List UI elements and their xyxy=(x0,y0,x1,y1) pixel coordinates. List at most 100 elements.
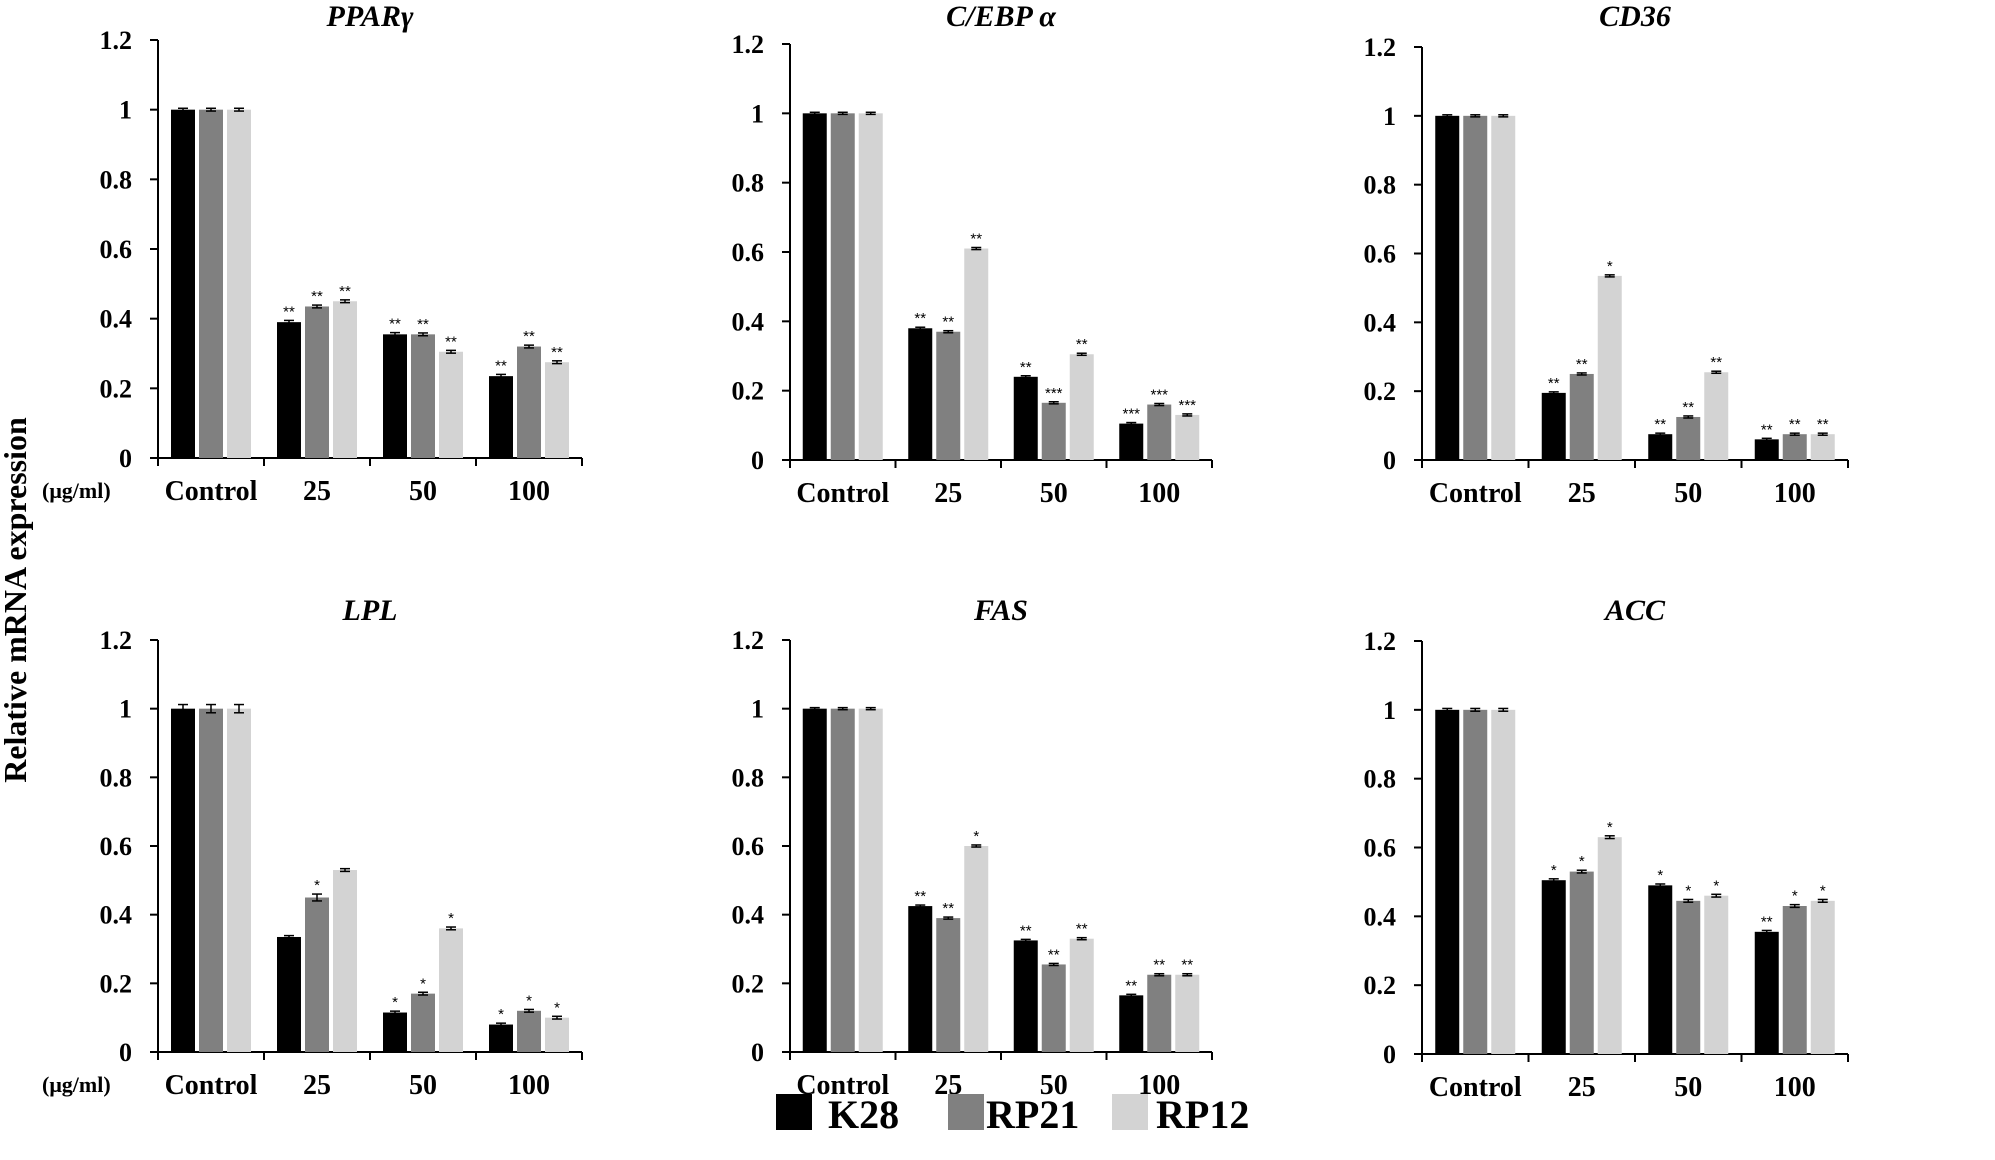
y-tick-label: 0.8 xyxy=(100,165,133,194)
y-tick-label: 0.6 xyxy=(100,832,133,861)
significance-label: ** xyxy=(1817,416,1829,433)
bar-rp21-100 xyxy=(1147,974,1172,1052)
y-tick-label: 0 xyxy=(1383,1040,1396,1069)
significance-label: ** xyxy=(914,888,926,905)
significance-label: ** xyxy=(1761,421,1773,438)
y-tick-label: 0.4 xyxy=(100,901,133,930)
bar-k28-50 xyxy=(1013,940,1038,1052)
y-tick-label: 0 xyxy=(751,1038,764,1067)
category-label: Control xyxy=(165,476,258,507)
significance-label: ** xyxy=(1682,399,1694,416)
significance-label: ** xyxy=(523,328,535,345)
significance-label: *** xyxy=(1122,406,1140,423)
y-tick-label: 0.4 xyxy=(100,305,133,334)
bar-k28-100 xyxy=(1754,439,1779,460)
significance-label: ** xyxy=(1761,913,1773,930)
bar-k28-25 xyxy=(277,322,301,458)
bar-rp12-control xyxy=(227,708,251,1052)
bar-rp12-25 xyxy=(964,248,989,460)
bar-rp12-25 xyxy=(333,870,357,1052)
category-label: 25 xyxy=(1568,1072,1596,1103)
significance-label: ** xyxy=(551,344,563,361)
bar-k28-25 xyxy=(908,328,933,460)
significance-label: ** xyxy=(942,314,954,331)
bar-k28-control xyxy=(802,708,827,1052)
significance-label: * xyxy=(392,994,398,1011)
bar-rp21-control xyxy=(1463,709,1488,1054)
significance-label: ** xyxy=(970,230,982,247)
bar-rp21-25 xyxy=(1569,871,1594,1054)
bar-k28-100 xyxy=(1754,931,1779,1054)
y-tick-label: 0.6 xyxy=(1364,834,1397,863)
bar-rp12-50 xyxy=(439,928,463,1052)
significance-label: ** xyxy=(445,333,457,350)
y-tick-label: 1 xyxy=(119,695,132,724)
chart-panel-1: PPARγ 0 0.2 0.4 0.6 0.8 1 1.2 Control 25 50 100 (μg/… xyxy=(42,0,583,507)
category-label: 50 xyxy=(1674,478,1702,509)
category-label: 50 xyxy=(409,1070,437,1101)
significance-label: ** xyxy=(1020,359,1032,376)
category-label: 25 xyxy=(1568,478,1596,509)
bar-rp12-50 xyxy=(1069,354,1094,460)
y-axis-label: Relative mRNA expression xyxy=(0,417,33,783)
significance-label: * xyxy=(1607,258,1613,275)
legend: K28 RP21 RP12 xyxy=(776,1092,1249,1137)
bar-k28-25 xyxy=(1541,880,1566,1054)
bar-rp12-25 xyxy=(964,846,989,1052)
y-tick-label: 0.8 xyxy=(1364,171,1397,200)
significance-label: ** xyxy=(339,283,351,300)
y-tick-label: 1.2 xyxy=(100,26,133,55)
chart-title: PPARγ xyxy=(326,0,414,33)
bar-rp21-100 xyxy=(1782,434,1807,460)
bar-rp21-50 xyxy=(1041,964,1066,1052)
bar-rp12-50 xyxy=(439,351,463,458)
bar-rp12-control xyxy=(1491,115,1516,460)
significance-label: ** xyxy=(942,900,954,917)
bar-k28-25 xyxy=(908,906,933,1052)
category-label: 100 xyxy=(1774,478,1816,509)
category-label: 50 xyxy=(409,476,437,507)
bar-rp21-50 xyxy=(1676,416,1701,460)
bar-rp12-control xyxy=(858,708,883,1052)
significance-label: ** xyxy=(1710,354,1722,371)
legend-swatch-rp21 xyxy=(948,1094,984,1130)
bar-k28-50 xyxy=(383,334,407,458)
bar-rp12-100 xyxy=(1810,900,1835,1054)
bar-rp12-control xyxy=(1491,709,1516,1054)
chart-title: CD36 xyxy=(1599,0,1671,33)
bar-rp12-100 xyxy=(545,362,569,458)
bar-rp21-50 xyxy=(1676,900,1701,1054)
y-tick-label: 1.2 xyxy=(732,626,765,655)
y-tick-label: 1.2 xyxy=(100,626,133,655)
bar-rp21-control xyxy=(199,708,223,1052)
bar-rp12-50 xyxy=(1704,372,1729,460)
bar-rp21-control xyxy=(199,109,223,459)
significance-label: ** xyxy=(1548,375,1560,392)
y-tick-label: 0 xyxy=(119,444,132,473)
y-tick-label: 0.8 xyxy=(732,169,765,198)
bar-rp12-50 xyxy=(1704,895,1729,1054)
category-label: 100 xyxy=(1774,1072,1816,1103)
bar-k28-50 xyxy=(1648,434,1673,460)
bar-rp12-control xyxy=(227,109,251,459)
bar-rp21-25 xyxy=(1569,373,1594,460)
significance-label: ** xyxy=(1654,416,1666,433)
bar-rp12-25 xyxy=(333,301,357,458)
significance-label: ** xyxy=(1153,957,1165,974)
significance-label: ** xyxy=(311,288,323,305)
bar-rp21-control xyxy=(830,708,855,1052)
significance-label: *** xyxy=(1150,386,1168,403)
significance-label: * xyxy=(420,975,426,992)
bar-k28-50 xyxy=(1013,376,1038,460)
y-tick-label: 1.2 xyxy=(1364,627,1397,656)
y-tick-label: 0.2 xyxy=(100,374,133,403)
y-tick-label: 0.6 xyxy=(732,238,765,267)
bar-rp12-100 xyxy=(545,1017,569,1052)
category-label: 25 xyxy=(934,478,962,509)
significance-label: * xyxy=(526,992,532,1009)
significance-label: ** xyxy=(914,310,926,327)
significance-label: * xyxy=(1551,862,1557,879)
y-tick-label: 0.2 xyxy=(732,377,765,406)
